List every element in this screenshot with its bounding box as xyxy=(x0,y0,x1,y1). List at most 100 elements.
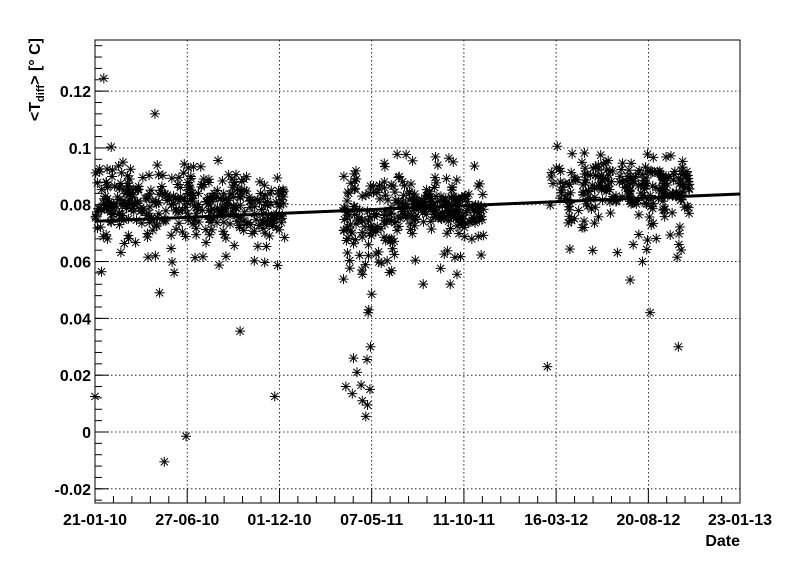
data-point xyxy=(593,211,604,222)
data-point xyxy=(157,170,168,181)
data-point-stroke xyxy=(618,178,627,187)
data-point xyxy=(390,217,401,228)
data-point xyxy=(166,173,177,184)
data-point-stroke xyxy=(443,246,452,255)
data-point-stroke xyxy=(194,205,202,214)
data-point-stroke xyxy=(641,163,650,172)
data-point xyxy=(153,197,164,208)
data-point-stroke xyxy=(638,257,647,266)
data-point-stroke xyxy=(383,196,392,205)
data-point xyxy=(114,182,125,193)
data-point xyxy=(662,180,673,191)
data-point-stroke xyxy=(260,229,269,238)
data-point-stroke xyxy=(474,205,483,214)
data-point xyxy=(347,388,358,399)
data-point xyxy=(159,456,170,467)
data-point xyxy=(603,170,614,181)
data-point-stroke xyxy=(643,167,652,176)
data-point-stroke xyxy=(191,253,199,262)
data-point-stroke xyxy=(160,457,169,466)
data-point xyxy=(404,186,415,197)
data-point-stroke xyxy=(345,264,354,273)
data-point xyxy=(645,307,656,318)
data-point xyxy=(582,200,593,211)
data-point-stroke xyxy=(666,231,675,239)
data-point xyxy=(92,177,103,188)
data-point xyxy=(572,174,583,185)
data-point-stroke xyxy=(339,226,348,235)
data-point xyxy=(589,183,600,194)
data-point-stroke xyxy=(425,187,434,196)
data-point-stroke xyxy=(410,221,419,230)
data-point xyxy=(357,395,368,406)
data-point xyxy=(177,204,188,215)
data-point xyxy=(196,179,207,190)
data-point-stroke xyxy=(157,182,166,191)
data-point-stroke xyxy=(374,258,383,267)
data-point xyxy=(172,179,183,190)
data-point-stroke xyxy=(99,232,108,241)
data-point-stroke xyxy=(163,191,172,200)
data-point-stroke xyxy=(453,270,461,279)
data-point xyxy=(244,192,255,203)
data-point xyxy=(241,171,252,182)
data-point-stroke xyxy=(580,217,588,226)
data-point-stroke xyxy=(432,178,441,187)
data-point xyxy=(356,380,367,391)
data-point-stroke xyxy=(239,226,248,235)
data-point-stroke xyxy=(393,150,402,159)
data-point-stroke xyxy=(643,236,652,245)
data-point-stroke xyxy=(588,181,597,190)
data-point-stroke xyxy=(250,256,259,265)
data-point xyxy=(185,173,196,184)
x-tick-label: 20-08-12 xyxy=(616,512,680,529)
data-point-stroke xyxy=(102,178,111,187)
data-point xyxy=(143,208,154,219)
data-point-stroke xyxy=(402,150,411,159)
data-point xyxy=(469,160,480,171)
data-point-stroke xyxy=(634,210,643,219)
data-point xyxy=(407,155,418,166)
data-point-stroke xyxy=(674,174,683,183)
data-point-stroke xyxy=(364,305,373,314)
data-point-stroke xyxy=(343,197,352,205)
data-point-stroke xyxy=(439,197,448,206)
data-point-stroke xyxy=(393,226,402,235)
data-point-stroke xyxy=(180,160,189,168)
data-point xyxy=(219,229,230,240)
data-point xyxy=(390,195,401,206)
data-point xyxy=(259,257,270,268)
data-point-stroke xyxy=(375,194,384,203)
data-point-stroke xyxy=(123,201,132,210)
data-point xyxy=(651,233,662,244)
data-point-stroke xyxy=(381,191,390,200)
data-point-stroke xyxy=(207,225,216,234)
data-point-stroke xyxy=(583,170,592,179)
data-point-stroke xyxy=(118,211,127,220)
data-point xyxy=(264,230,275,241)
data-point xyxy=(144,201,155,212)
data-point-stroke xyxy=(566,188,575,197)
data-point-stroke xyxy=(145,171,154,180)
data-point xyxy=(473,181,484,192)
data-point-stroke xyxy=(343,188,352,197)
data-point xyxy=(348,353,359,364)
data-point-stroke xyxy=(388,244,397,253)
data-point-stroke xyxy=(474,232,483,241)
data-point xyxy=(351,165,362,176)
data-point-stroke xyxy=(363,355,371,364)
data-point-stroke xyxy=(260,181,269,190)
data-point-stroke xyxy=(141,194,150,203)
data-point-stroke xyxy=(183,197,192,206)
data-point xyxy=(166,243,177,254)
data-point-stroke xyxy=(346,179,355,188)
data-point-stroke xyxy=(565,212,574,221)
data-point-stroke xyxy=(439,213,448,222)
data-point-stroke xyxy=(648,181,657,190)
data-point-stroke xyxy=(652,234,661,243)
data-point-stroke xyxy=(192,230,201,239)
data-point-stroke xyxy=(151,251,160,260)
data-point-stroke xyxy=(408,156,417,165)
data-point xyxy=(230,169,241,180)
data-point-stroke xyxy=(110,182,119,191)
